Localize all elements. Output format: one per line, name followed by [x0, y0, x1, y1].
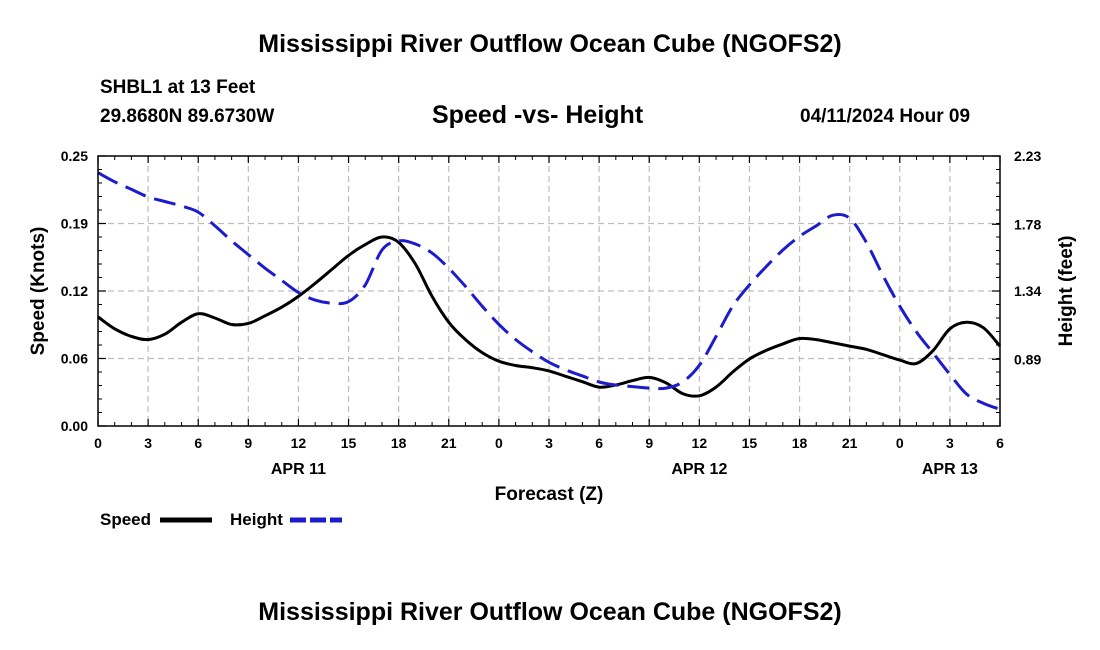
x-axis-title: Forecast (Z)	[495, 484, 604, 505]
footer-title: Mississippi River Outflow Ocean Cube (NG…	[258, 598, 842, 626]
x-tick-label: 21	[842, 435, 858, 451]
legend-height-label: Height	[230, 510, 283, 529]
x-date-label: APR 11	[271, 461, 326, 478]
x-tick-label: 15	[742, 435, 758, 451]
x-tick-label: 0	[495, 435, 503, 451]
x-tick-label: 6	[595, 435, 603, 451]
x-tick-label: 3	[545, 435, 553, 451]
x-tick-label: 18	[391, 435, 407, 451]
x-tick-label: 21	[441, 435, 457, 451]
grid-layer	[98, 156, 1000, 426]
x-tick-label: 9	[244, 435, 252, 451]
x-tick-label: 6	[194, 435, 202, 451]
x-tick-label: 9	[645, 435, 653, 451]
y-left-tick-label: 0.00	[61, 418, 88, 434]
forecast-datestamp: 04/11/2024 Hour 09	[800, 106, 971, 127]
x-tick-label: 0	[896, 435, 904, 451]
x-tick-label: 18	[792, 435, 808, 451]
x-date-label: APR 12	[671, 461, 727, 478]
y-right-tick-label: 1.34	[1014, 283, 1041, 299]
y-left-tick-label: 0.19	[61, 216, 88, 232]
series-line-height	[97, 171, 1001, 411]
left-axis-title: Speed (Knots)	[28, 227, 49, 356]
y-right-tick-label: 0.89	[1014, 351, 1041, 367]
station-label: SHBL1 at 13 Feet	[100, 77, 256, 98]
station-coordinates: 29.8680N 89.6730W	[100, 106, 275, 127]
plot-frame	[97, 155, 1001, 427]
x-tick-label: 15	[341, 435, 357, 451]
y-left-tick-label: 0.25	[61, 148, 88, 164]
y-left-tick-label: 0.12	[61, 283, 88, 299]
chart-title: Mississippi River Outflow Ocean Cube (NG…	[258, 30, 842, 58]
x-tick-label: 3	[144, 435, 152, 451]
y-right-tick-label: 1.78	[1014, 216, 1041, 232]
x-date-label: APR 13	[922, 461, 978, 478]
series-layer	[97, 171, 1002, 411]
y-left-tick-label: 0.06	[61, 351, 88, 367]
x-tick-label: 6	[996, 435, 1004, 451]
series-line-speed	[97, 235, 1002, 398]
x-tick-label: 12	[692, 435, 708, 451]
x-tick-label: 3	[946, 435, 954, 451]
right-axis-title: Height (feet)	[1056, 236, 1077, 347]
x-tick-label: 0	[94, 435, 102, 451]
chart-subtitle: Speed -vs- Height	[432, 101, 644, 129]
x-tick-label: 12	[291, 435, 307, 451]
legend-speed-label: Speed	[100, 510, 151, 529]
y-right-tick-label: 2.23	[1014, 148, 1041, 164]
legend: Speed Height	[100, 510, 342, 529]
axis-labels: 0 3 6 9 12 15 18 21 0 3 6 9 12 15 18 21 0 3 6 APR 11 APR 12 A…	[61, 148, 1042, 478]
